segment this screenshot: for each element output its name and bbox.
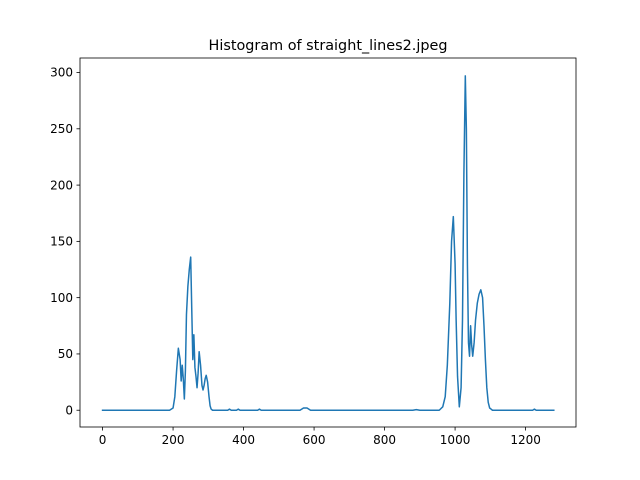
axes-frame — [79, 57, 577, 428]
axes: 0 200 400 600 800 1000 1200 0 50 100 150 200 250 300 — [50, 57, 577, 447]
x-tick-label: 600 — [303, 433, 326, 447]
x-tick-label: 400 — [232, 433, 255, 447]
series-line-0 — [101, 75, 555, 411]
x-tick-label: 200 — [162, 433, 185, 447]
x-tick-label: 1000 — [440, 433, 471, 447]
x-tick-label: 1200 — [510, 433, 541, 447]
plot-area — [101, 75, 555, 411]
y-tick-label: 150 — [50, 235, 73, 249]
chart-title: Histogram of straight_lines2.jpeg — [209, 38, 448, 54]
y-tick-label: 100 — [50, 291, 73, 305]
y-tick-label: 0 — [65, 403, 73, 417]
y-tick-label: 250 — [50, 122, 73, 136]
x-tick-label: 0 — [99, 433, 107, 447]
y-tick-label: 200 — [50, 178, 73, 192]
x-tick-label: 800 — [373, 433, 396, 447]
y-tick-label: 50 — [58, 347, 73, 361]
y-tick-label: 300 — [50, 66, 73, 80]
